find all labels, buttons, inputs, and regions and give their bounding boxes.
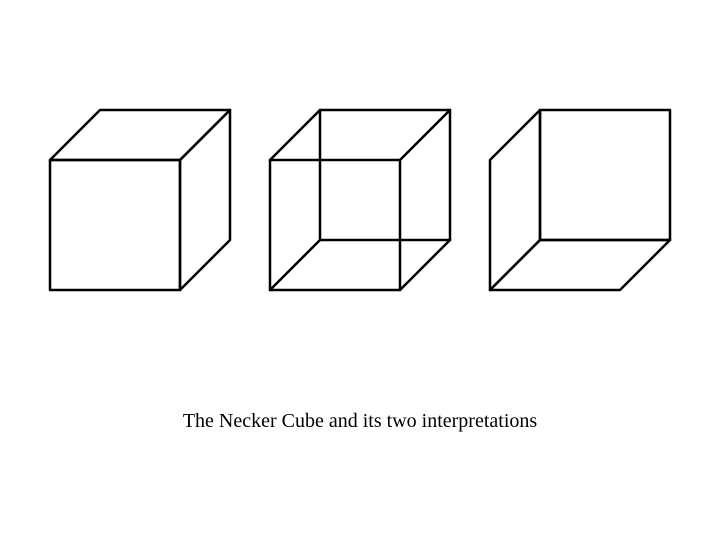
cube-svg-2 [260, 90, 460, 310]
cubes-row [0, 0, 720, 310]
cube-svg-3 [480, 90, 680, 310]
figure-caption: The Necker Cube and its two interpretati… [0, 410, 720, 433]
cube-necker-wireframe [260, 90, 460, 310]
cube-svg-1 [40, 90, 240, 310]
cube-opaque-left [40, 90, 240, 310]
cube-opaque-right [480, 90, 680, 310]
